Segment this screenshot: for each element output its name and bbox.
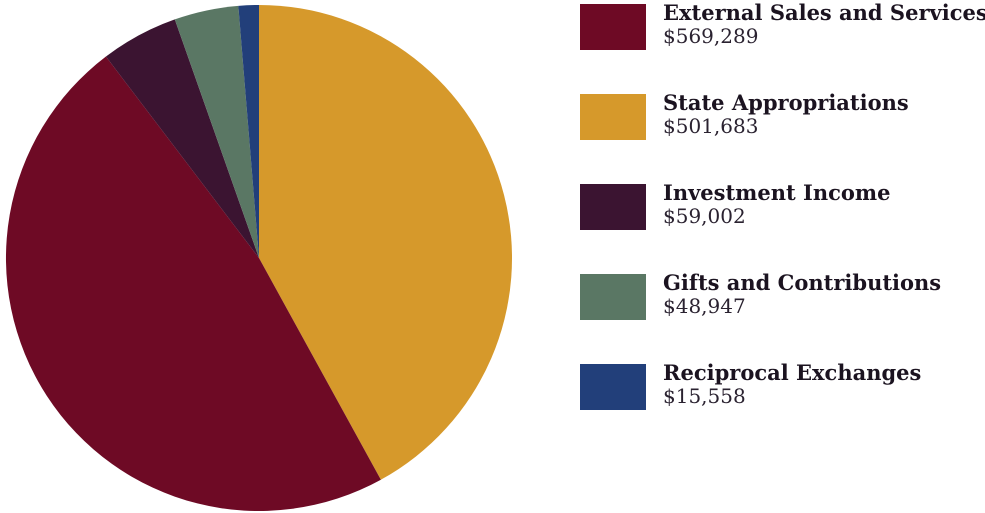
legend-label-investment-income: Investment Income xyxy=(663,180,891,205)
legend-value-state-appropriations: $501,683 xyxy=(663,114,759,138)
legend-label-external-sales: External Sales and Services xyxy=(663,0,985,25)
legend-value-reciprocal-exchanges: $15,558 xyxy=(663,384,746,408)
pie-slice-investment-income xyxy=(105,19,259,259)
legend: External Sales and Services $569,289 Sta… xyxy=(580,0,985,454)
legend-value-gifts-contributions: $48,947 xyxy=(663,294,746,318)
pie-slice-external-sales xyxy=(5,56,381,512)
pie-chart xyxy=(5,5,513,512)
legend-swatch-state-appropriations xyxy=(580,94,646,140)
legend-item-investment-income: Investment Income $59,002 xyxy=(580,180,980,274)
legend-value-investment-income: $59,002 xyxy=(663,204,746,228)
pie-slice-reciprocal-exchanges xyxy=(238,5,259,258)
legend-label-state-appropriations: State Appropriations xyxy=(663,90,909,115)
legend-item-external-sales: External Sales and Services $569,289 xyxy=(580,0,985,94)
legend-swatch-external-sales xyxy=(580,4,646,50)
pie-slice-state-appropriations xyxy=(259,5,513,480)
legend-item-state-appropriations: State Appropriations $501,683 xyxy=(580,90,980,184)
legend-label-gifts-contributions: Gifts and Contributions xyxy=(663,270,942,295)
legend-swatch-reciprocal-exchanges xyxy=(580,364,646,410)
legend-item-gifts-contributions: Gifts and Contributions $48,947 xyxy=(580,270,980,364)
legend-label-reciprocal-exchanges: Reciprocal Exchanges xyxy=(663,360,922,385)
legend-swatch-gifts-contributions xyxy=(580,274,646,320)
pie-slice-gifts-contributions xyxy=(174,5,259,258)
legend-item-reciprocal-exchanges: Reciprocal Exchanges $15,558 xyxy=(580,360,980,454)
legend-value-external-sales: $569,289 xyxy=(663,24,759,48)
legend-swatch-investment-income xyxy=(580,184,646,230)
